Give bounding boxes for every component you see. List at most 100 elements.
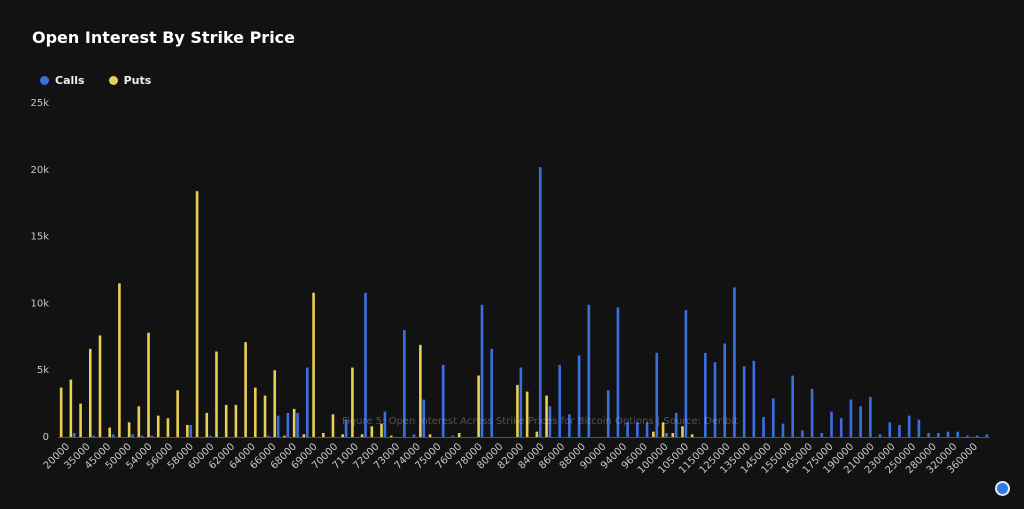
legend-label-calls: Calls — [55, 74, 85, 87]
calls-bar — [587, 304, 591, 437]
status-dot-icon[interactable] — [997, 483, 1008, 494]
puts-bar — [535, 431, 539, 437]
puts-bar — [457, 432, 461, 437]
calls-bar — [927, 432, 930, 437]
calls-bar — [140, 435, 144, 437]
calls-bar — [898, 424, 901, 437]
calls-bar — [907, 415, 911, 437]
calls-bar — [208, 435, 212, 437]
puts-bar — [681, 426, 684, 437]
puts-bar — [351, 367, 354, 437]
calls-bar — [704, 352, 707, 437]
calls-bar — [655, 352, 659, 437]
calls-bar — [383, 411, 387, 437]
puts-bar — [244, 342, 247, 437]
puts-bar — [224, 404, 228, 437]
puts-bar — [419, 344, 422, 437]
puts-bar — [389, 435, 393, 437]
calls-bar — [742, 366, 746, 437]
calls-bar — [606, 390, 610, 437]
puts-bar — [428, 434, 432, 437]
y-tick-label: 15k — [30, 232, 49, 243]
puts-bar — [108, 427, 111, 437]
calls-bar — [791, 375, 794, 437]
y-tick-label: 20k — [30, 165, 49, 176]
calls-bar — [305, 367, 309, 437]
calls-bar — [92, 435, 95, 437]
puts-bar — [331, 414, 335, 437]
calls-bar — [830, 411, 833, 437]
puts-bar — [137, 406, 141, 437]
calls-bar — [733, 287, 736, 437]
legend-item-calls[interactable]: Calls — [40, 74, 85, 87]
calls-bar — [364, 292, 367, 437]
calls-bar — [626, 422, 629, 437]
calls-bar — [810, 388, 814, 437]
calls-bar — [111, 434, 115, 437]
calls-bar — [577, 355, 581, 437]
puts-bar — [263, 395, 267, 437]
calls-bar — [674, 412, 678, 437]
puts-bar — [234, 404, 238, 437]
calls-bar — [344, 419, 348, 437]
puts-bar — [302, 434, 306, 437]
calls-bar — [781, 423, 785, 437]
calls-bar — [839, 418, 843, 437]
calls-bar — [150, 435, 154, 437]
calls-bar — [412, 434, 416, 437]
puts-bar — [98, 335, 102, 437]
y-tick-label: 25k — [30, 98, 49, 109]
legend-label-puts: Puts — [123, 74, 152, 87]
calls-bar — [966, 435, 969, 437]
puts-bar — [312, 292, 315, 437]
puts-bar — [205, 412, 209, 437]
puts-bar — [88, 348, 92, 437]
puts-bar — [370, 426, 374, 437]
puts-bar — [292, 408, 296, 437]
puts-bar — [69, 379, 73, 437]
calls-bar — [286, 412, 290, 437]
puts-bar — [127, 422, 131, 437]
puts-bar — [147, 332, 150, 437]
chart-legend: Calls Puts — [40, 74, 151, 87]
puts-bar — [254, 387, 257, 437]
calls-bar — [568, 414, 571, 437]
puts-bar — [477, 375, 480, 437]
calls-bar — [403, 330, 406, 437]
puts-bar — [661, 422, 665, 437]
calls-bar — [548, 406, 552, 437]
chart-title: Open Interest By Strike Price — [32, 28, 296, 47]
puts-bar — [79, 403, 82, 437]
puts-bar — [59, 387, 63, 437]
puts-bar — [176, 390, 179, 437]
calls-bar — [558, 364, 561, 437]
calls-bar — [752, 360, 756, 437]
calls-bar — [946, 431, 950, 437]
puts-bar — [360, 434, 364, 437]
calls-bar — [820, 432, 824, 437]
calls-bar — [538, 167, 542, 438]
calls-bar — [771, 398, 775, 437]
legend-item-puts[interactable]: Puts — [108, 74, 152, 87]
calls-bar — [762, 416, 765, 437]
calls-bar — [888, 422, 892, 437]
calls-bar — [296, 412, 299, 437]
calls-swatch-icon — [40, 76, 49, 85]
puts-bar — [273, 370, 277, 437]
puts-bar — [195, 191, 199, 437]
calls-bar — [917, 419, 921, 437]
puts-bar — [545, 395, 548, 437]
calls-bar — [131, 434, 134, 437]
calls-bar — [956, 431, 960, 437]
calls-bar — [519, 367, 523, 437]
puts-bar — [156, 415, 160, 437]
calls-bar — [441, 364, 445, 437]
puts-bar — [166, 418, 170, 437]
calls-bar — [713, 362, 717, 437]
puts-bar — [690, 434, 694, 437]
y-tick-label: 5k — [37, 365, 49, 376]
puts-bar — [652, 431, 655, 437]
puts-bar — [516, 384, 519, 437]
calls-bar — [422, 399, 426, 437]
calls-bar — [480, 304, 484, 437]
